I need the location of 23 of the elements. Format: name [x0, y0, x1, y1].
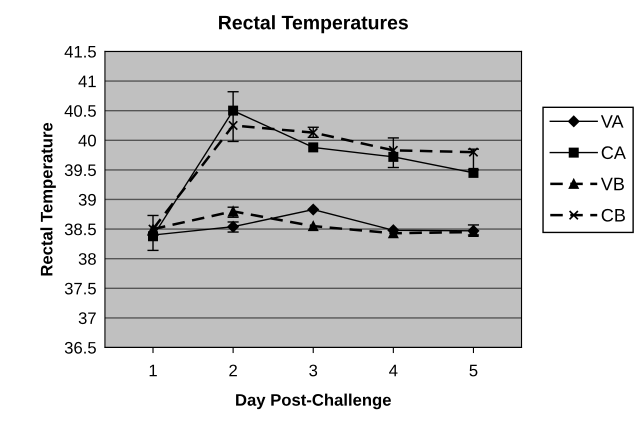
y-tick-label: 37.5	[64, 282, 96, 294]
y-tick-label: 41.5	[64, 46, 96, 58]
y-tick-label: 41	[78, 76, 96, 88]
y-tick-label: 39	[78, 194, 96, 206]
legend-label: CB	[602, 208, 625, 222]
y-tick-label: 39.5	[64, 164, 96, 176]
x-tick-label: 1	[150, 364, 157, 376]
legend-label: VB	[600, 178, 624, 190]
y-tick-label: 38	[78, 253, 96, 265]
y-axis-title: Rectal Temperature	[40, 122, 56, 276]
y-tick-label: 37	[78, 312, 96, 324]
x-tick-label: 5	[469, 364, 478, 376]
x-axis-title: Day Post-Challenge	[236, 394, 391, 410]
x-tick-label: 2	[229, 364, 237, 376]
legend-label: VA	[600, 115, 624, 128]
y-tick-label: 40	[78, 134, 96, 146]
y-tick-label: 36.5	[64, 342, 96, 354]
y-tick-label: 40.5	[64, 105, 96, 117]
chart-title: Rectal Temperatures	[219, 15, 408, 34]
x-tick-label: 3	[309, 364, 318, 376]
y-tick-label: 38.5	[64, 223, 96, 236]
x-tick-label: 4	[389, 364, 398, 376]
legend-label: CA	[602, 146, 626, 160]
